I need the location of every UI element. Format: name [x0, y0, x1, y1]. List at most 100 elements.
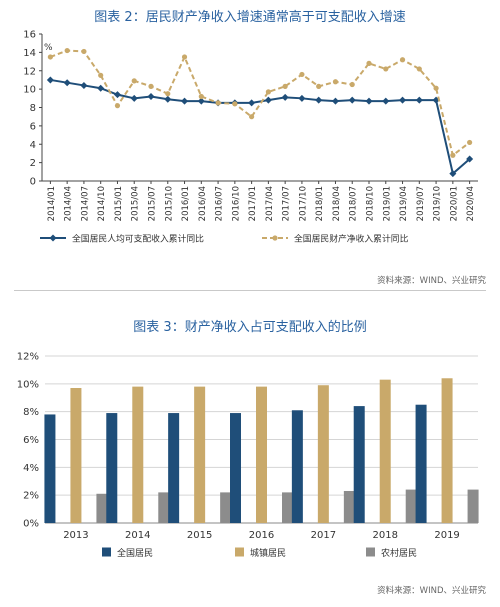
data-point-circle [265, 89, 271, 95]
y-tick-label: 10 [23, 85, 36, 96]
x-tick-label: 2014/07 [80, 186, 90, 221]
data-point-circle [399, 57, 406, 63]
bar [415, 404, 427, 523]
data-point-circle [467, 139, 473, 146]
data-point-circle [232, 101, 238, 107]
data-point-diamond [181, 97, 189, 105]
data-point-circle [148, 83, 154, 89]
bar [379, 379, 391, 523]
data-point-diamond [97, 84, 105, 92]
data-point-circle [332, 79, 339, 85]
bar [467, 489, 479, 523]
legend-swatch [102, 547, 111, 557]
y-tick-label: 2 [30, 158, 36, 169]
x-tick-label: 2015/01 [114, 186, 124, 221]
x-tick-label: 2015/07 [148, 186, 158, 221]
data-point-diamond [399, 96, 407, 104]
bar [132, 386, 144, 523]
bar [194, 386, 206, 523]
data-point-diamond [348, 96, 356, 104]
data-point-diamond [382, 97, 390, 105]
data-point-diamond [46, 76, 54, 84]
y-tick-label: 8 [30, 103, 36, 114]
y-tick-label: 4 [30, 140, 36, 151]
data-point-circle [131, 78, 137, 84]
x-tick-label: 2014/01 [47, 186, 57, 221]
y-tick-label: 6 [30, 121, 36, 132]
data-point-circle [249, 114, 255, 120]
x-tick-label: 2016/04 [198, 186, 208, 221]
bar [405, 489, 417, 523]
x-tick-label: 2019/10 [433, 186, 443, 221]
data-point-circle [316, 83, 322, 89]
bar [44, 414, 56, 523]
bar [291, 410, 303, 523]
chart-2-source: 资料来源：WIND、兴业研究 [377, 276, 486, 286]
y-tick-label: 8% [23, 407, 39, 418]
x-tick-label: 2018/10 [366, 186, 376, 221]
data-point-diamond [449, 170, 457, 178]
x-tick-label: 2016/01 [181, 186, 191, 221]
y-tick-label: 0% [23, 519, 39, 530]
data-point-circle [47, 54, 53, 60]
x-tick-label: 2017/04 [265, 186, 275, 221]
data-point-diamond [315, 96, 323, 104]
data-point-circle [165, 91, 171, 97]
y-tick-label: 2% [23, 491, 39, 502]
x-tick-label: 2017/07 [282, 186, 292, 221]
x-tick-label: 2016/10 [231, 186, 241, 221]
data-point-diamond [164, 95, 172, 103]
x-tick-label: 2020/04 [466, 186, 476, 221]
data-point-diamond [197, 97, 205, 105]
y-tick-label: 12% [17, 352, 39, 363]
x-tick-label: 2014/10 [97, 186, 107, 221]
x-tick-label: 2019/01 [382, 186, 392, 221]
x-tick-label: 2017/10 [298, 186, 308, 221]
x-tick-label: 2015 [187, 530, 212, 541]
data-point-circle [416, 66, 422, 72]
data-point-diamond [248, 99, 256, 107]
data-point-diamond [466, 155, 474, 163]
data-point-diamond [147, 92, 155, 100]
data-point-circle [433, 85, 439, 91]
bar [343, 490, 355, 523]
bar [317, 385, 329, 523]
legend-label: 城镇居民 [250, 547, 286, 559]
x-tick-label: 2017/01 [248, 186, 258, 221]
legend-label: 全国居民 [117, 547, 153, 559]
legend-marker-diamond [49, 234, 57, 242]
data-point-diamond [331, 97, 339, 105]
legend-swatch [235, 547, 244, 557]
chart-3-source: 资料来源：WIND、兴业研究 [377, 586, 486, 596]
data-point-diamond [113, 91, 121, 99]
data-point-circle [383, 66, 389, 72]
data-point-circle [282, 83, 288, 89]
bar [282, 492, 293, 523]
bar [230, 413, 241, 523]
x-tick-label: 2014/04 [64, 186, 74, 221]
bar [70, 388, 82, 523]
data-point-circle [450, 152, 456, 158]
y-axis-unit-label: % [44, 43, 53, 53]
data-point-circle [349, 81, 355, 88]
data-point-circle [366, 60, 372, 66]
x-tick-label: 2016/07 [215, 186, 225, 221]
data-point-diamond [365, 97, 373, 105]
chart-3-bar-chart: 0% 2% 4% 6% 8% 10% 12% 2013 2014 2015 2016 2017 2018… [17, 352, 479, 559]
y-tick-label: 4% [23, 463, 39, 474]
section-divider [14, 290, 486, 291]
x-tick-label: 2013 [63, 530, 88, 541]
x-tick-label: 2018/01 [315, 186, 325, 221]
data-point-diamond [63, 79, 71, 87]
legend-swatch [366, 547, 375, 557]
data-point-diamond [298, 94, 306, 102]
data-point-circle [181, 54, 188, 60]
data-point-diamond [80, 81, 88, 89]
x-tick-label: 2014 [125, 530, 150, 541]
bar [158, 492, 170, 523]
x-tick-label: 2019/07 [416, 186, 426, 221]
bar [106, 413, 118, 523]
legend-marker-circle [272, 235, 278, 241]
bar [256, 386, 267, 523]
chart-2-title: 图表 2：居民财产净收入增速通常高于可支配收入增速 [94, 10, 406, 25]
